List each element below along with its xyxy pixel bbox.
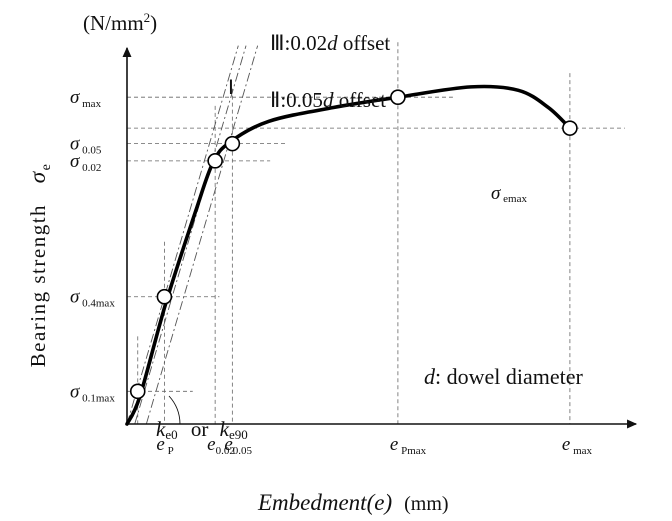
x-tick-label-3: e Pmax — [390, 434, 427, 457]
x-tick-label-1: e0.02 — [207, 434, 235, 457]
point-σmax — [390, 89, 406, 105]
offset-label-2: Ⅱ:0.05d offset — [270, 88, 386, 112]
point-σ0.1max — [129, 383, 146, 400]
y-tick-label-1: σ 0.05 — [70, 134, 102, 157]
stiffness-line-2 — [145, 45, 259, 425]
roman-0: Ⅰ — [228, 77, 234, 99]
y-tick-labels: σ max σ 0.05σ 0.02 σ 0.4max σ 0.1max — [70, 87, 115, 404]
y-axis-title: Bearing strength σe — [25, 163, 54, 368]
y-tick-label-3: σ 0.4max — [70, 287, 115, 310]
x-tick-label-2: e0.05 — [224, 434, 252, 457]
stiffness-annotation: ke0 or ke90 — [156, 417, 248, 444]
x-tick-label-0: e P — [156, 434, 173, 457]
y-tick-label-4: σ 0.1max — [70, 381, 115, 404]
sigma-emax-label: σ emax — [491, 183, 527, 205]
roman-2: Ⅱ — [270, 88, 280, 112]
slope-angle-arc — [168, 395, 181, 425]
point-σemax — [562, 120, 578, 136]
svg-text:Bearing strength σe: Bearing strength σe — [25, 163, 54, 368]
point-σ0.02 — [207, 153, 223, 169]
offset-label-0: Ⅰ — [228, 77, 234, 99]
offset-lines — [126, 45, 259, 425]
y-tick-label-2: σ 0.02 — [70, 151, 101, 174]
offset-label-1: Ⅲ:0.02d offset — [270, 31, 390, 55]
stiffness-line-1 — [134, 45, 247, 425]
y-tick-label-0: σ max — [70, 87, 102, 110]
marked-points — [129, 89, 578, 400]
stiffness-line-0 — [126, 45, 239, 425]
x-tick-label-4: e max — [562, 434, 593, 457]
point-σ0.05 — [224, 135, 241, 152]
dowel-diameter-note: d: dowel diameter — [424, 364, 584, 389]
point-σ0.4max — [156, 288, 173, 305]
y-unit-label: (N/mm2) — [83, 10, 157, 35]
roman-1: Ⅲ — [270, 31, 284, 55]
x-axis-title: Embedment(e) (mm) — [257, 490, 449, 515]
offset-labels: Ⅰ Ⅲ:0.02d offset Ⅱ:0.05d offset — [228, 31, 390, 112]
